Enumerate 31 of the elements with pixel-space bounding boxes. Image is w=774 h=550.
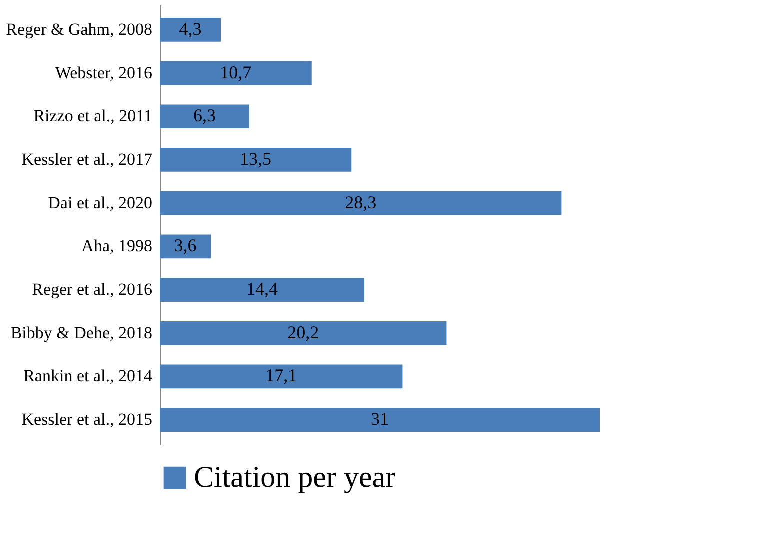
data-label: 6,3	[193, 106, 216, 126]
bar	[160, 408, 600, 432]
data-label: 28,3	[345, 192, 377, 212]
data-label: 10,7	[220, 62, 252, 82]
y-tick-label: Webster, 2016	[55, 63, 152, 82]
y-tick-label: Reger et al., 2016	[32, 280, 152, 300]
y-tick-label: Bibby & Dehe, 2018	[10, 323, 152, 342]
bar	[160, 364, 403, 389]
y-tick-label: Aha, 1998	[82, 236, 152, 256]
data-label: 17,1	[266, 366, 298, 386]
y-tick-label: Dai et al., 2020	[48, 193, 152, 212]
bar	[160, 148, 352, 172]
y-tick-label: Reger & Gahm, 2008	[6, 20, 152, 39]
y-tick-label: Kessler et al., 2015	[22, 410, 152, 430]
legend-label: Citation per year	[194, 461, 396, 494]
bar	[160, 61, 312, 86]
bar	[160, 234, 212, 259]
bar	[160, 104, 250, 129]
bar	[160, 278, 364, 302]
data-label: 4,3	[179, 18, 202, 39]
data-label: 3,6	[174, 236, 197, 256]
data-label: 14,4	[246, 279, 278, 300]
data-label: 13,5	[240, 148, 272, 169]
y-tick-label: Rizzo et al., 2011	[34, 106, 152, 126]
data-label: 20,2	[288, 322, 320, 342]
bar	[160, 18, 222, 42]
bar	[160, 191, 562, 216]
data-label: 31	[371, 409, 389, 430]
y-tick-label: Rankin et al., 2014	[24, 366, 153, 386]
y-tick-label: Kessler et al., 2017	[22, 150, 153, 169]
bar	[160, 321, 447, 346]
